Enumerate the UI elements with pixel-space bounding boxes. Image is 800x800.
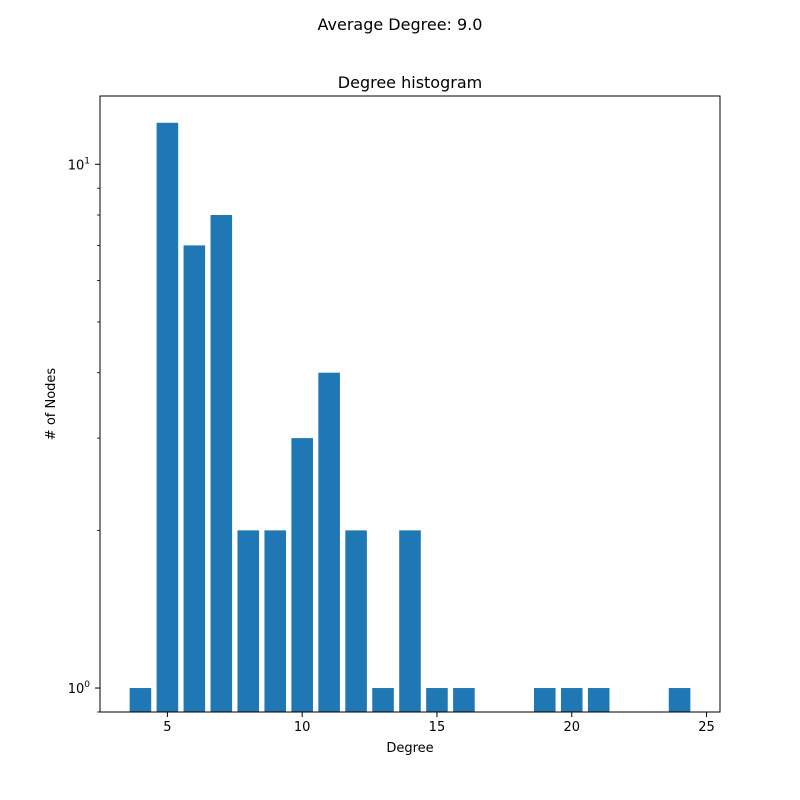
x-tick-label: 20 [563,720,580,735]
y-tick-label: 100 [68,680,91,697]
bar-degree-11 [318,372,340,712]
y-ticks: 100 101 [68,156,100,697]
x-tick-label: 25 [698,720,715,735]
x-axis-label: Degree [386,741,433,756]
bar-degree-10 [291,438,313,712]
x-ticks: 5 10 15 20 25 [163,712,715,735]
bar-degree-16 [453,688,475,712]
bar-degree-9 [264,530,286,712]
bars-group [129,122,691,713]
bar-degree-24 [668,688,691,712]
bar-degree-20 [560,688,583,712]
chart-title: Degree histogram [338,73,482,92]
bar-degree-5 [156,122,179,712]
bar-degree-19 [534,688,556,712]
bar-degree-7 [210,215,233,712]
bar-degree-21 [587,688,610,712]
bar-degree-4 [129,688,152,712]
plot-frame [99,95,721,713]
y-axis-label: # of Nodes [44,368,59,441]
bar-degree-6 [183,245,206,713]
bar-degree-12 [345,530,367,712]
figure-suptitle: Average Degree: 9.0 [318,15,483,34]
y-tick-label: 101 [68,156,90,173]
x-tick-label: 10 [294,720,311,735]
x-tick-label: 15 [429,720,446,735]
bar-degree-13 [372,688,394,712]
bar-degree-14 [399,530,421,712]
bar-degree-15 [426,688,448,712]
bar-degree-8 [237,530,260,712]
x-tick-label: 5 [163,720,171,735]
